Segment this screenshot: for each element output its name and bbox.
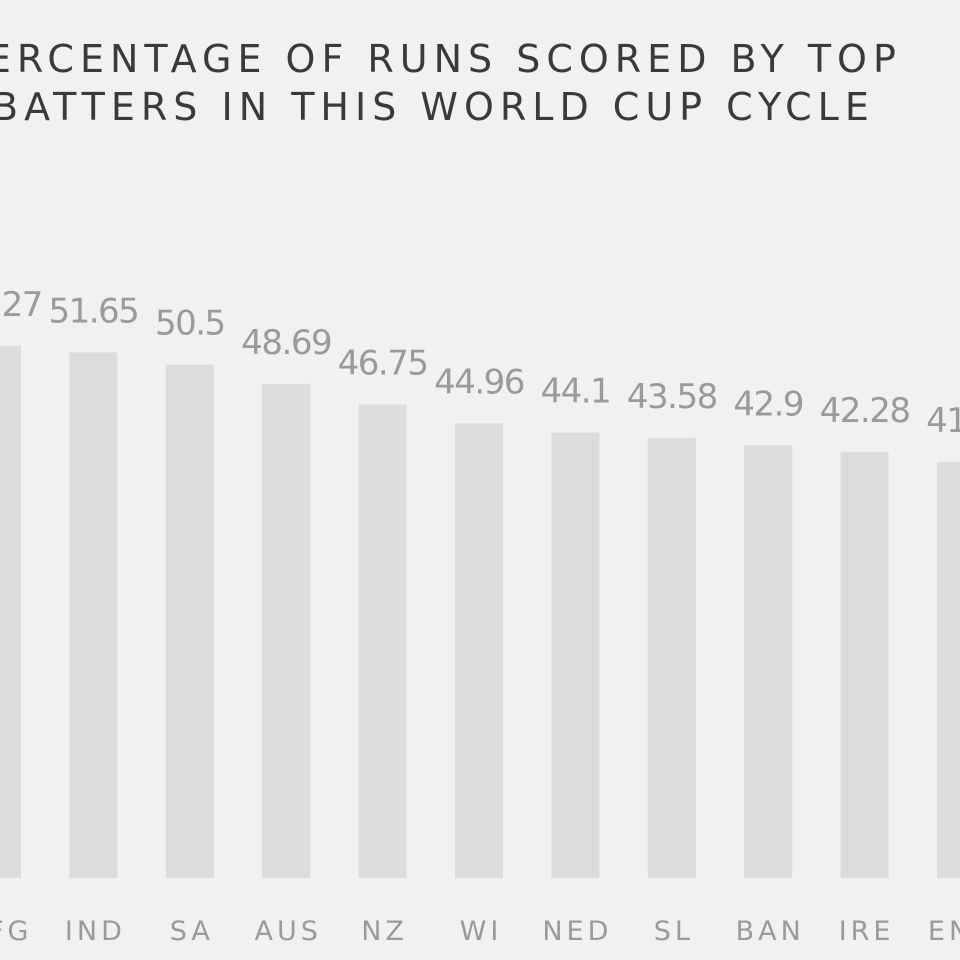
bar <box>0 345 21 878</box>
bar <box>744 445 793 878</box>
x-tick-label: AFG <box>0 916 32 947</box>
x-tick-label: AUS <box>255 916 322 947</box>
bar <box>262 383 311 878</box>
x-tick-label: IND <box>65 916 126 947</box>
x-tick-label: WI <box>460 916 503 947</box>
x-tick-label: BAN <box>736 916 805 947</box>
x-tick-label: IRE <box>839 916 895 947</box>
bar <box>69 352 118 878</box>
value-label: 52.27 <box>0 285 42 325</box>
chart-title: PERCENTAGE OF RUNS SCORED BY TOP <box>0 37 902 81</box>
x-tick-label: SL <box>654 916 694 947</box>
value-label: 43.58 <box>627 377 717 417</box>
value-label: 44.96 <box>434 362 524 402</box>
value-label: 50.5 <box>155 304 225 344</box>
bar <box>937 462 960 878</box>
x-tick-label: SA <box>170 916 214 947</box>
value-label: 51.65 <box>48 292 138 332</box>
bar <box>165 364 214 878</box>
value-label: 48.69 <box>241 323 331 363</box>
value-label: 42.9 <box>733 384 803 424</box>
x-tick-label: NED <box>542 916 612 947</box>
bar <box>551 432 600 878</box>
value-label: 46.75 <box>338 343 428 383</box>
bar <box>455 423 503 878</box>
x-tick-label: ENG <box>928 916 960 947</box>
value-label: 44.1 <box>541 372 611 412</box>
x-tick-label: NZ <box>361 916 408 947</box>
bar <box>647 438 696 878</box>
bar <box>358 404 407 878</box>
bar <box>840 451 889 878</box>
chart-title: BATTERS IN THIS WORLD CUP CYCLE <box>0 85 875 129</box>
value-label: 42.28 <box>820 391 910 431</box>
value-label: 41.3 <box>926 401 960 441</box>
